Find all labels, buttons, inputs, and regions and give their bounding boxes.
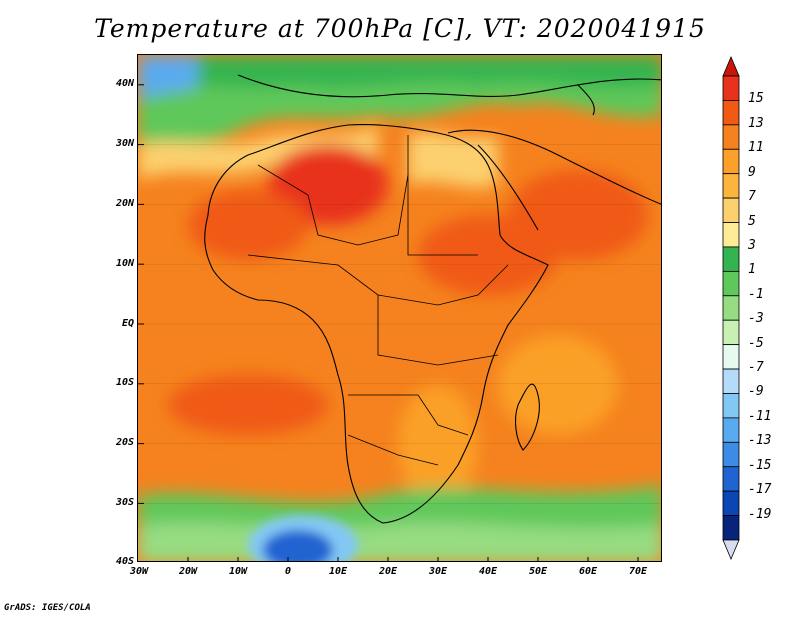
caspian-coastline (577, 84, 595, 116)
hot-core-south-atlantic (168, 375, 328, 435)
lon-label-0: 0 (284, 566, 292, 577)
colorbar-label: 3 (748, 237, 756, 253)
colorbar (722, 56, 740, 560)
colorbar-label: 7 (748, 189, 756, 205)
lon-label-70e: 70E (628, 566, 648, 577)
colorbar-swatch (722, 368, 740, 394)
lat-label-eq: EQ (121, 318, 134, 329)
lat-label-40s: 40S (115, 556, 134, 567)
mild-patch-egypt (408, 132, 498, 188)
colorbar-swatch (722, 222, 740, 248)
coldest-patch-south (263, 530, 333, 561)
colorbar-swatch (722, 100, 740, 126)
colorbar-swatch (722, 148, 740, 175)
colorbar-label: -1 (748, 286, 764, 302)
colorbar-label: -3 (748, 311, 764, 327)
lon-label-60e: 60E (578, 566, 598, 577)
colorbar-swatch (722, 417, 740, 443)
lat-label-40n: 40N (115, 78, 134, 89)
lon-label-30e: 30E (428, 566, 448, 577)
lon-label-30w: 30W (129, 566, 149, 577)
coastlines (204, 74, 661, 524)
colorbar-label: 13 (748, 115, 764, 131)
colorbar-label: -19 (748, 506, 772, 522)
colorbar-swatch (722, 319, 740, 346)
colorbar-swatch (722, 515, 740, 541)
mediterranean-coastline (237, 74, 661, 98)
country-borders (247, 135, 509, 466)
red-sea-coastline (477, 144, 539, 231)
temperature-map (137, 54, 662, 562)
lon-label-20w: 20W (178, 566, 198, 577)
colorbar-swatch (722, 466, 740, 492)
mild-patch-south-africa (398, 385, 478, 505)
colorbar-swatch (722, 270, 740, 297)
footer-credit: GrADS: IGES/COLA (4, 603, 91, 613)
lon-label-10e: 10E (328, 566, 348, 577)
colorbar-label: 1 (748, 262, 756, 278)
madagascar-coastline (514, 383, 540, 451)
axis-ticks (138, 84, 639, 561)
lat-label-20n: 20N (115, 198, 134, 209)
lon-label-50e: 50E (528, 566, 548, 577)
colorbar-top-triangle (722, 56, 740, 77)
hot-core-sahara (268, 145, 388, 225)
lon-label-10w: 10W (228, 566, 248, 577)
colorbar-label: -11 (748, 408, 772, 424)
colorbar-label: -7 (748, 360, 764, 376)
graticule (138, 144, 661, 504)
colorbar-label: -13 (748, 433, 772, 449)
map-field (138, 55, 661, 561)
base-field (138, 55, 661, 561)
colorbar-swatch (722, 124, 740, 150)
colorbar-label: -9 (748, 384, 764, 400)
hot-core-arabia (508, 170, 648, 260)
colorbar-swatch (722, 75, 740, 101)
colorbar-label: 9 (748, 164, 756, 180)
lat-label-30n: 30N (115, 138, 134, 149)
mild-band-north (138, 125, 378, 180)
colorbar-swatch (722, 295, 740, 321)
mild-patch-indian-ocean (498, 335, 618, 435)
colorbar-bottom-triangle (722, 539, 740, 560)
colorbar-swatch (722, 393, 740, 419)
hot-core-west-africa (188, 190, 308, 260)
arabia-coastline (447, 129, 661, 205)
colorbar-label: 5 (748, 213, 756, 229)
colorbar-swatch (722, 173, 740, 199)
colorbar-label: -15 (748, 457, 772, 473)
lat-label-10s: 10S (115, 377, 134, 388)
colorbar-label: -17 (748, 482, 772, 498)
colorbar-swatch (722, 197, 740, 223)
colorbar-swatch (722, 490, 740, 516)
cooler-band-south (138, 522, 661, 561)
cold-patch-nw (138, 55, 198, 100)
lat-label-10n: 10N (115, 258, 134, 269)
lon-label-40e: 40E (478, 566, 498, 577)
colorbar-swatch (722, 344, 740, 370)
lon-label-20e: 20E (378, 566, 398, 577)
colorbar-swatch (722, 441, 740, 468)
colorbar-swatch (722, 246, 740, 272)
lat-label-20s: 20S (115, 437, 134, 448)
colorbar-label: 11 (748, 140, 764, 156)
colorbar-label: 15 (748, 91, 764, 107)
africa-coastline (204, 123, 549, 524)
colorbar-label: -5 (748, 335, 764, 351)
lat-label-30s: 30S (115, 497, 134, 508)
map-title: Temperature at 700hPa [C], VT: 202004191… (94, 14, 706, 43)
